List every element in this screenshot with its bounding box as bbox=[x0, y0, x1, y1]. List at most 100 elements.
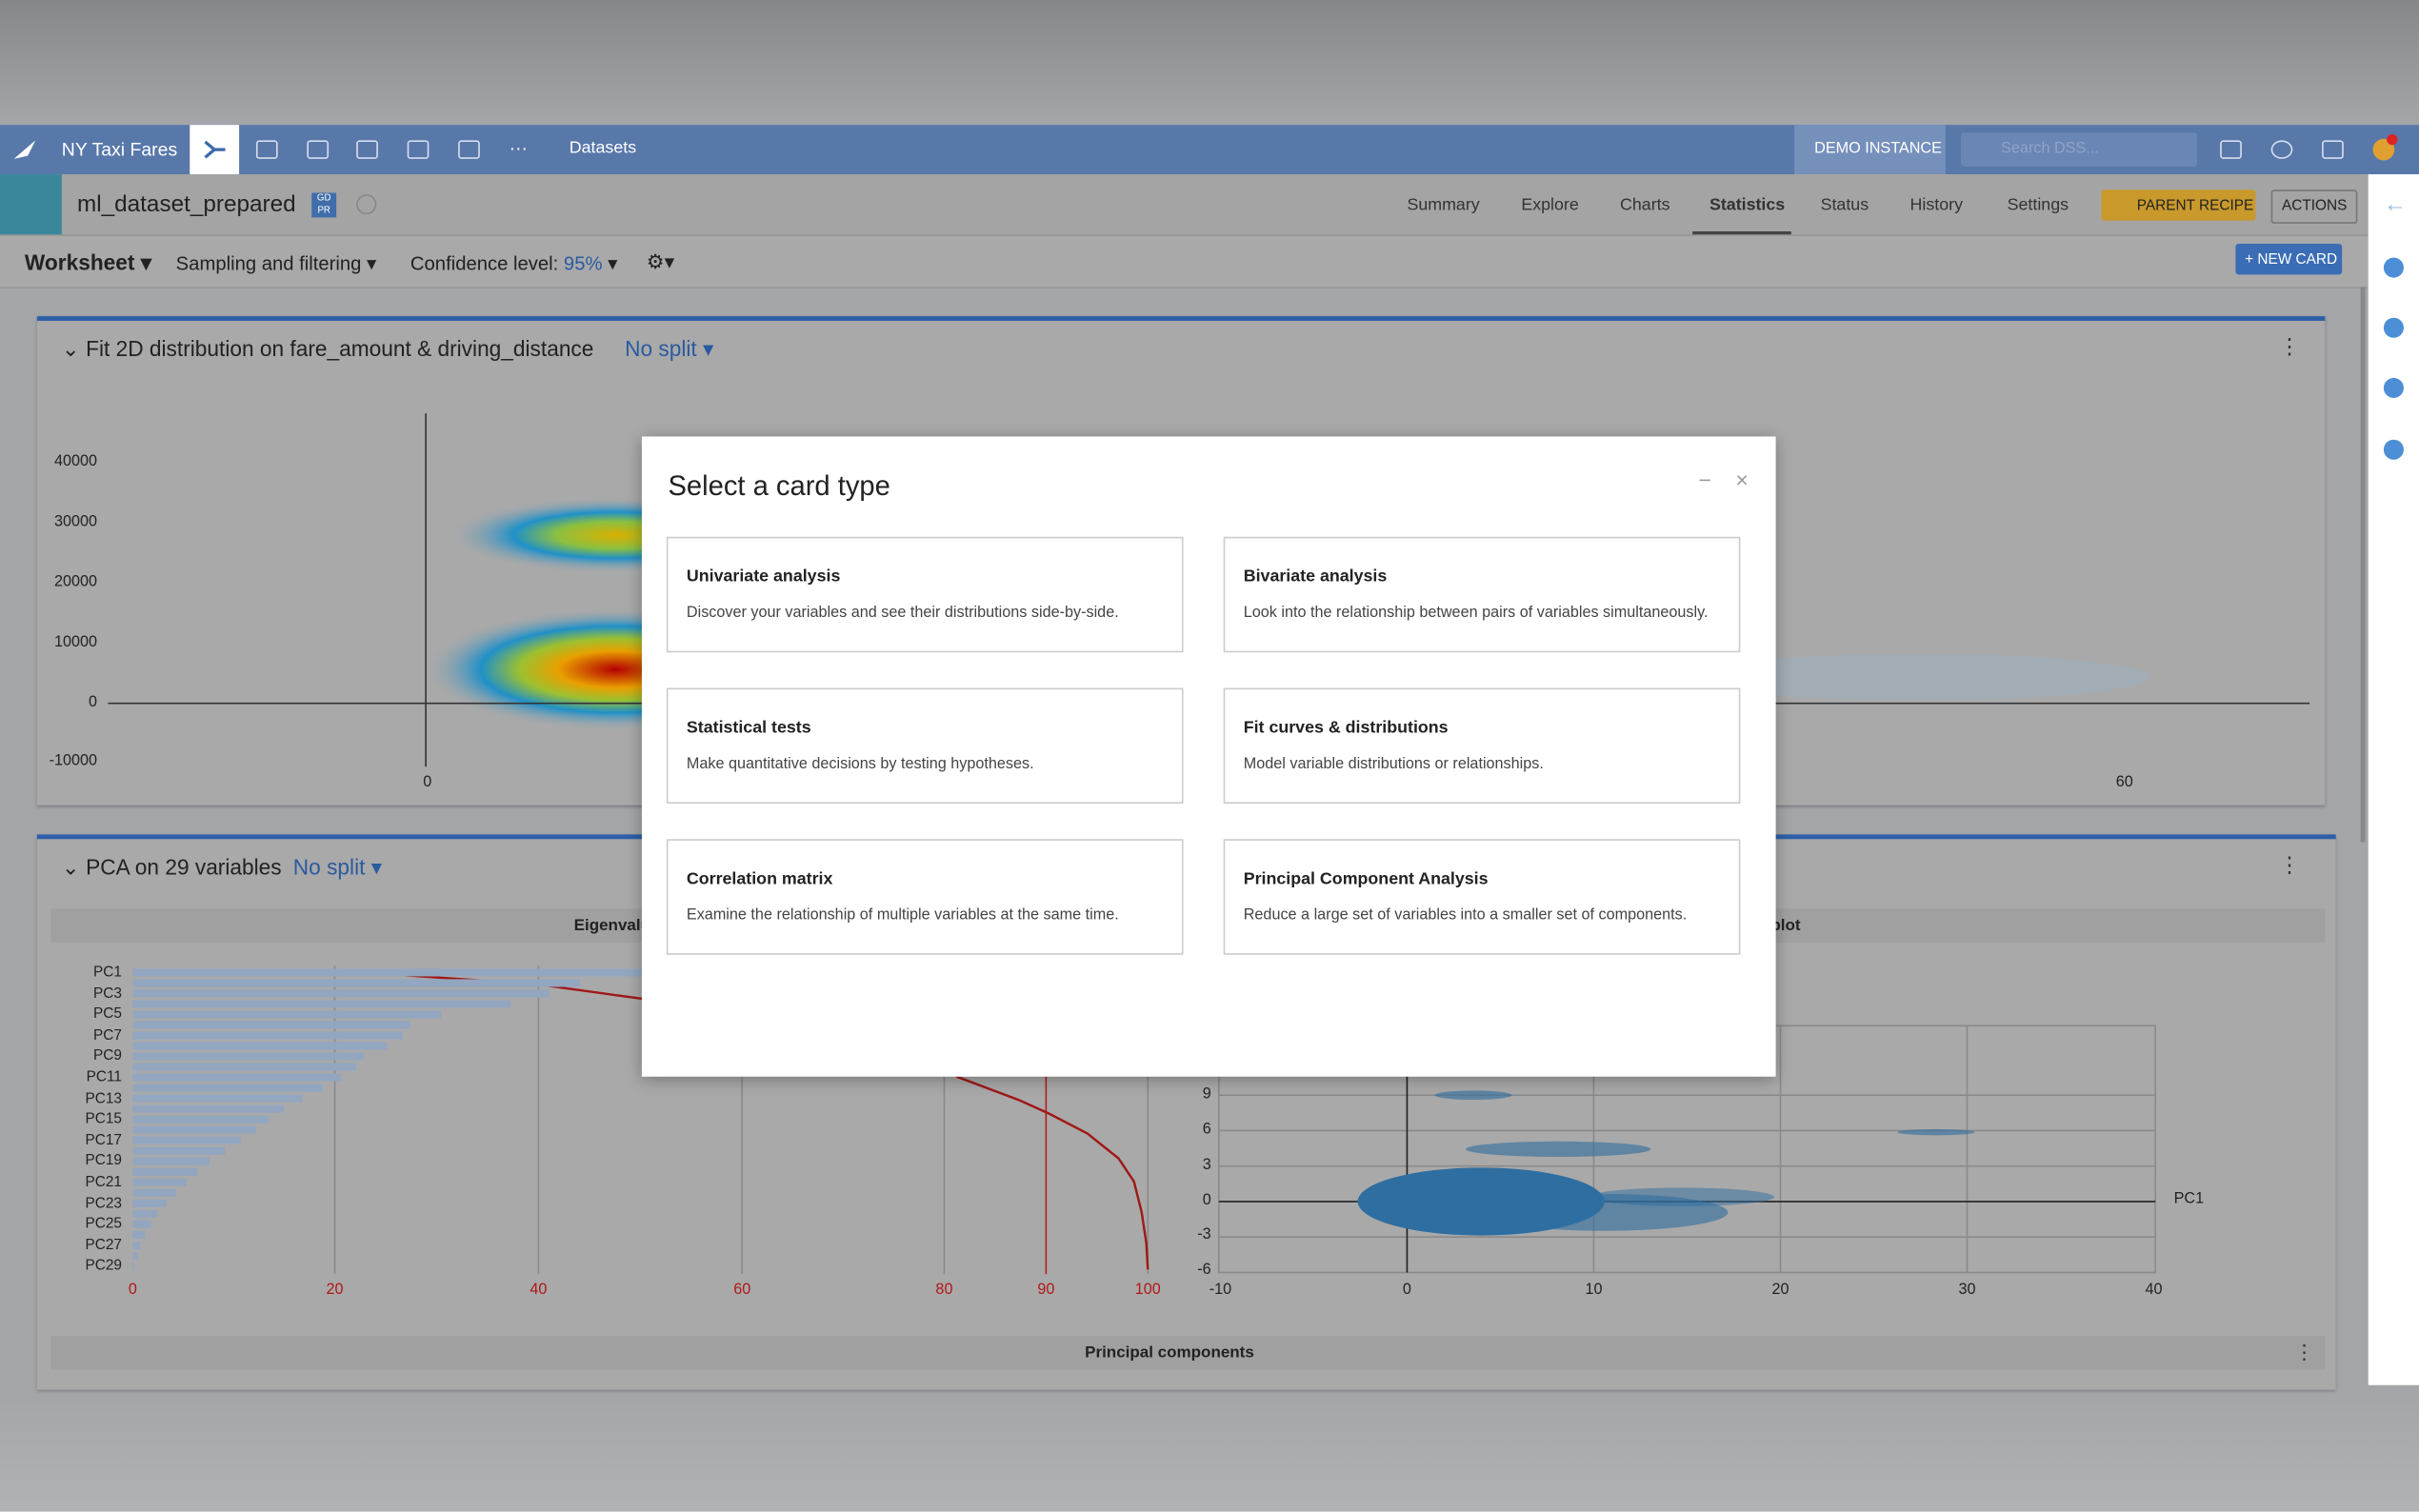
card-menu[interactable]: ⋮ bbox=[2278, 332, 2301, 358]
eigen-bar bbox=[132, 1136, 241, 1144]
pca-footer: Principal components bbox=[1085, 1343, 1254, 1363]
tab-underline bbox=[1692, 231, 1791, 235]
pca-split[interactable]: No split ▾ bbox=[292, 854, 383, 880]
actions-label[interactable]: ACTIONS bbox=[2281, 197, 2348, 215]
scrollbar[interactable] bbox=[2360, 287, 2366, 843]
eigen-bar bbox=[132, 1125, 256, 1134]
eigen-bar bbox=[132, 1157, 210, 1165]
project-name[interactable]: NY Taxi Fares bbox=[61, 138, 178, 161]
card-type-option[interactable]: Univariate analysis Discover your variabl… bbox=[666, 536, 1184, 653]
new-card-label[interactable]: + NEW CARD bbox=[2245, 251, 2338, 269]
parent-recipe-button[interactable] bbox=[2101, 189, 2256, 221]
eigen-x-tick: 20 bbox=[326, 1282, 344, 1300]
eigen-bar bbox=[132, 1115, 269, 1124]
nav-icon[interactable] bbox=[458, 140, 480, 159]
nav-icon[interactable] bbox=[407, 140, 430, 159]
sidebar-icon[interactable] bbox=[2383, 317, 2404, 338]
sampling-menu[interactable]: Sampling and filtering ▾ bbox=[175, 252, 377, 275]
actions-button[interactable] bbox=[2270, 189, 2358, 224]
nav-section[interactable]: Datasets bbox=[569, 138, 637, 158]
worksheet-label[interactable]: Worksheet bbox=[24, 249, 135, 275]
tab[interactable]: History bbox=[1909, 195, 1964, 215]
card-type-option[interactable]: Statistical tests Make quantitative decis… bbox=[666, 687, 1184, 805]
tab[interactable]: Settings bbox=[2007, 195, 2069, 215]
dataset-header bbox=[0, 174, 2369, 236]
new-card-button[interactable] bbox=[2235, 243, 2343, 275]
card-type-option[interactable]: Fit curves & distributions Model variable… bbox=[1223, 687, 1741, 805]
tab[interactable]: Status bbox=[1820, 195, 1869, 215]
apps-icon[interactable] bbox=[2220, 140, 2242, 159]
eigen-label: PC19 bbox=[85, 1152, 122, 1170]
settings-menu[interactable]: ⚙▾ bbox=[646, 249, 675, 273]
fit-split[interactable]: No split ▾ bbox=[625, 336, 714, 362]
option-title[interactable]: Principal Component Analysis bbox=[1243, 869, 1489, 889]
option-description[interactable]: Make quantitative decisions by testing h… bbox=[686, 755, 1034, 773]
pca-plots bbox=[132, 965, 2156, 1275]
option-title[interactable]: Fit curves & distributions bbox=[1243, 718, 1449, 738]
sampling-label[interactable]: Sampling and filtering bbox=[175, 252, 362, 275]
status-icon bbox=[356, 194, 377, 215]
panel-menu[interactable]: ⋮ bbox=[2293, 1340, 2314, 1364]
tab[interactable]: Explore bbox=[1521, 195, 1579, 215]
option-title[interactable]: Statistical tests bbox=[686, 718, 811, 738]
close-button[interactable]: × bbox=[1735, 467, 1749, 492]
card-menu[interactable]: ⋮ bbox=[2278, 851, 2301, 877]
option-title[interactable]: Univariate analysis bbox=[686, 567, 841, 587]
tab[interactable]: Summary bbox=[1407, 195, 1480, 215]
eigen-label: PC9 bbox=[93, 1047, 122, 1065]
instance-label: DEMO INSTANCE bbox=[1814, 140, 1942, 158]
option-title[interactable]: Correlation matrix bbox=[686, 869, 833, 889]
sidebar-icon[interactable] bbox=[2383, 257, 2404, 278]
eigen-x-tick: 100 bbox=[1134, 1282, 1161, 1300]
tab[interactable]: Statistics bbox=[1709, 195, 1786, 215]
confidence-label[interactable]: Confidence level: bbox=[410, 252, 559, 275]
card-type-option[interactable]: Bivariate analysis Look into the relation… bbox=[1223, 536, 1741, 653]
eigen-bar bbox=[132, 1220, 151, 1228]
more-icon[interactable]: ··· bbox=[509, 137, 529, 159]
fit-card-title-text: Fit 2D distribution on fare_amount & dri… bbox=[86, 336, 594, 362]
pca-split-label[interactable]: No split bbox=[292, 854, 366, 880]
confidence-value[interactable]: 95% bbox=[563, 252, 603, 275]
eigen-x-tick: 90 bbox=[1037, 1282, 1055, 1300]
eigen-label: PC23 bbox=[85, 1194, 122, 1212]
pca-card-title-text: PCA on 29 variables bbox=[86, 854, 282, 880]
confidence-menu[interactable]: Confidence level: 95% ▾ bbox=[410, 252, 618, 275]
sidebar-icon[interactable] bbox=[2383, 439, 2404, 460]
option-title[interactable]: Bivariate analysis bbox=[1243, 567, 1388, 587]
help-icon[interactable] bbox=[2270, 140, 2293, 159]
parent-recipe-label[interactable]: PARENT RECIPE bbox=[2136, 197, 2254, 215]
eigen-bar bbox=[132, 1178, 188, 1186]
option-description[interactable]: Examine the relationship of multiple var… bbox=[686, 906, 1119, 925]
collapse-arrow[interactable]: ← bbox=[2383, 190, 2408, 218]
eigen-bar bbox=[132, 1262, 134, 1270]
scatter-x-tick: 40 bbox=[2145, 1282, 2163, 1300]
option-description[interactable]: Model variable distributions or relation… bbox=[1243, 755, 1544, 773]
eigen-label: PC17 bbox=[85, 1131, 122, 1149]
sidebar-icon[interactable] bbox=[2383, 377, 2404, 398]
nav-icon[interactable] bbox=[356, 140, 378, 159]
logo[interactable] bbox=[12, 137, 40, 162]
activity-icon[interactable] bbox=[2322, 140, 2344, 159]
nav-icon[interactable] bbox=[307, 140, 330, 159]
option-description[interactable]: Discover your variables and see their di… bbox=[686, 605, 1119, 622]
nav-icon[interactable] bbox=[255, 140, 278, 159]
scatter-y-tick: 3 bbox=[1202, 1157, 1211, 1174]
option-description[interactable]: Reduce a large set of variables into a s… bbox=[1243, 906, 1688, 925]
eigen-bar bbox=[132, 979, 581, 987]
eigen-x-tick: 60 bbox=[733, 1282, 751, 1300]
eigen-label: PC15 bbox=[85, 1110, 122, 1128]
card-type-option[interactable]: Principal Component Analysis Reduce a lar… bbox=[1223, 839, 1741, 955]
worksheet-menu[interactable]: Worksheet ▾ bbox=[24, 249, 152, 275]
search-box[interactable] bbox=[1961, 132, 2197, 167]
fit-split-label[interactable]: No split bbox=[625, 336, 697, 362]
eigen-bar bbox=[132, 1146, 226, 1155]
tab[interactable]: Charts bbox=[1620, 195, 1670, 215]
eigen-bar bbox=[132, 1084, 323, 1092]
flow-button[interactable] bbox=[190, 125, 240, 175]
eigen-label: PC21 bbox=[85, 1173, 122, 1191]
y-tick-label: 0 bbox=[89, 694, 98, 711]
card-type-option[interactable]: Correlation matrix Examine the relationsh… bbox=[666, 839, 1184, 955]
minimize-button[interactable]: − bbox=[1698, 467, 1711, 492]
option-description[interactable]: Look into the relationship between pairs… bbox=[1243, 605, 1709, 622]
